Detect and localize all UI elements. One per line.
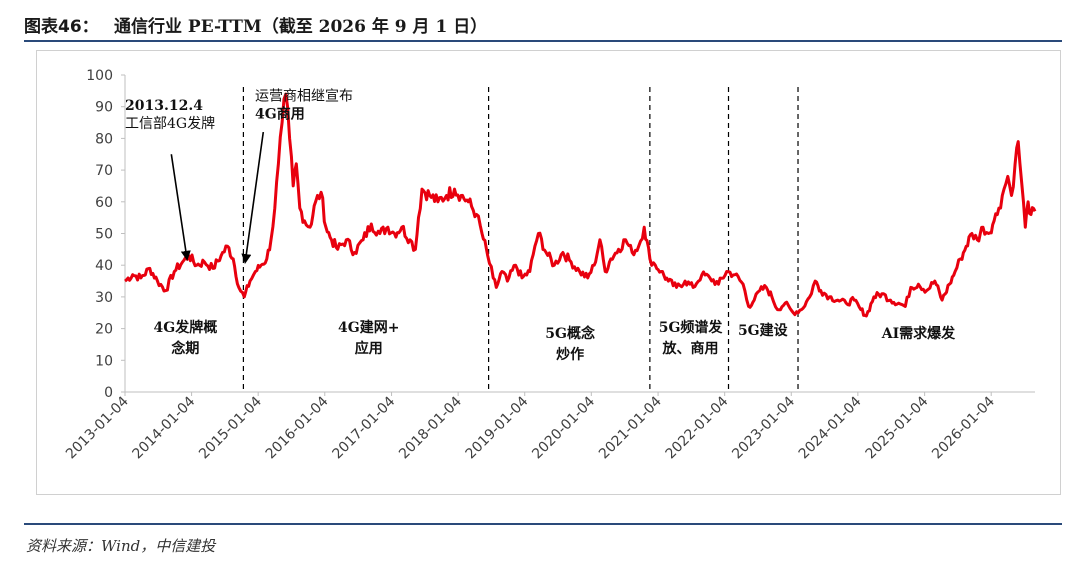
phase-label: AI需求爆发 [881,325,956,342]
x-tick-label: 2020-01-04 [529,393,598,462]
annotation-text: 运营商相继宣布 [255,88,353,104]
pe-ttm-chart: 0 10 20 30 40 50 60 70 80 90 100 2013-01-042014-01-… [63,68,1037,462]
phase-label: 4G建网+ [338,319,399,336]
bottom-rule [24,523,1062,525]
source-note: 资料来源：Wind，中信建投 [26,537,216,555]
x-tick-label: 2021-01-04 [596,393,665,462]
phase-label: 应用 [355,340,383,357]
x-tick-label: 2019-01-04 [463,393,532,462]
y-tick-label: 100 [86,68,113,84]
figure-header: 图表46： 通信行业 PE-TTM（截至 2026 年 9 月 1 日） [24,8,1064,38]
y-tick-label: 0 [104,385,113,401]
y-tick-label: 80 [95,131,113,147]
top-rule [24,40,1062,42]
x-tick-label: 2026-01-04 [929,393,998,462]
y-tick-label: 40 [95,258,113,274]
phase-label: 5G建设 [738,322,789,339]
x-tick-label: 2025-01-04 [863,393,932,462]
phase-label: 念期 [170,340,199,357]
figure-number: 图表46： [24,17,99,37]
annotation-arrow [241,131,265,265]
y-tick-label: 60 [95,195,113,211]
pe-ttm-series-line [124,92,1037,318]
x-tick-label: 2018-01-04 [396,393,465,462]
y-tick-label: 30 [95,290,113,306]
phase-label: 放、商用 [662,340,719,357]
x-tick-label: 2015-01-04 [196,393,265,462]
phase-label: 4G发牌概 [154,319,218,336]
x-tick-label: 2023-01-04 [729,393,798,462]
figure-title: 通信行业 PE-TTM（截至 2026 年 9 月 1 日） [114,17,488,37]
y-tick-label: 70 [95,163,113,179]
x-tick-label: 2017-01-04 [330,393,399,462]
annotation-text: 工信部4G发牌 [125,115,215,132]
x-tick-label: 2024-01-04 [796,393,865,462]
y-tick-label: 10 [95,353,113,369]
phase-label: 5G频谱发 [659,319,724,336]
x-tick-label: 2022-01-04 [663,393,732,462]
y-tick-label: 50 [95,227,113,243]
x-tick-label: 2013-01-04 [63,393,132,462]
phase-label: 炒作 [556,346,584,363]
annotation-arrow [170,154,191,261]
annotation-text: 4G商用 [255,105,305,122]
x-tick-label: 2016-01-04 [263,393,332,462]
x-tick-label: 2014-01-04 [130,393,199,462]
chart-frame: 0 10 20 30 40 50 60 70 80 90 100 2013-01-04 2014-01-… [36,50,1061,495]
y-tick-label: 90 [95,100,113,116]
phase-label: 5G概念 [545,325,596,342]
annotation-text: 2013.12.4 [125,98,203,114]
y-tick-label: 20 [95,322,113,338]
